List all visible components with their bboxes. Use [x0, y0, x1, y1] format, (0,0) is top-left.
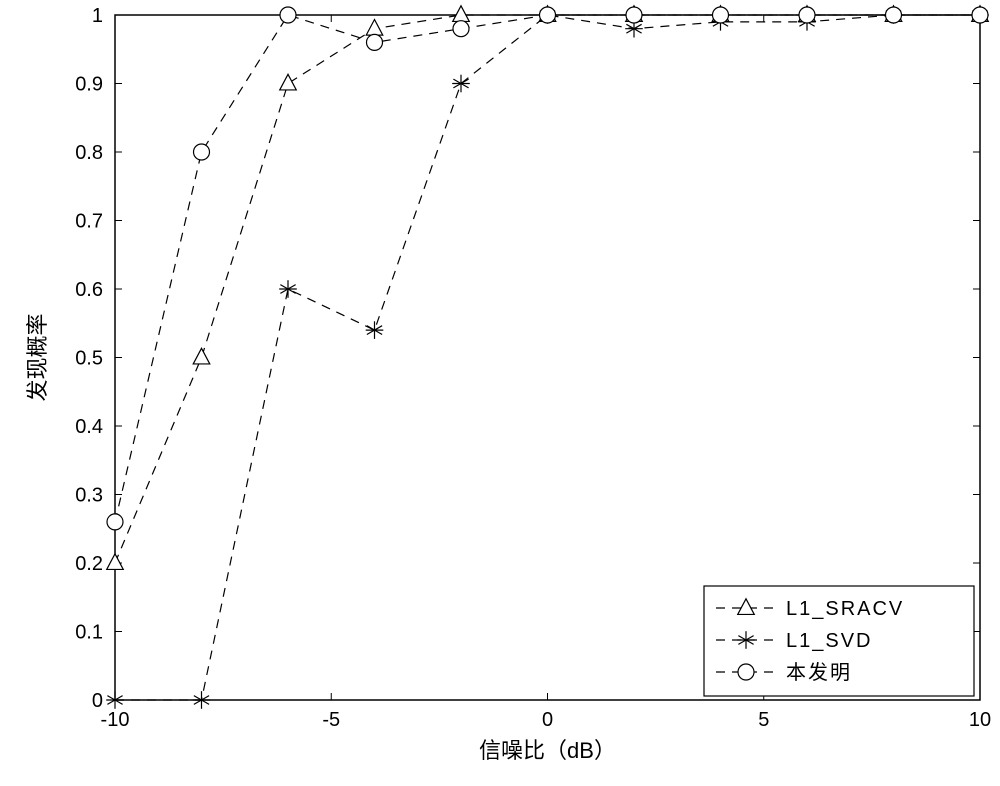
legend-label: L1_SRACV	[786, 598, 904, 620]
x-tick-label: 10	[969, 709, 991, 731]
x-tick-label: -10	[101, 709, 130, 731]
y-tick-label: 0.9	[75, 74, 103, 96]
x-axis-label: 信噪比（dB）	[479, 738, 616, 763]
legend-label: 本发明	[786, 661, 852, 684]
legend: L1_SRACV L1_SVD 本发明	[704, 586, 974, 696]
y-tick-label: 0.1	[75, 622, 103, 644]
y-tick-label: 0.2	[75, 553, 103, 575]
line-chart: -10 -5 0 5 10 0 0.1 0.2 0.3 0.4 0.5 0.6 0.7 0.8 0.9 1 信噪…	[0, 0, 1000, 786]
x-tick-label: 0	[542, 709, 553, 731]
y-tick-label: 0.8	[75, 142, 103, 164]
x-tick-label: -5	[322, 709, 340, 731]
x-tick-label: 5	[758, 709, 769, 731]
y-axis-label: 发现概率	[25, 313, 50, 401]
y-tick-label: 0.5	[75, 348, 103, 370]
y-tick-label: 0.6	[75, 279, 103, 301]
chart-container: -10 -5 0 5 10 0 0.1 0.2 0.3 0.4 0.5 0.6 0.7 0.8 0.9 1 信噪…	[0, 0, 1000, 786]
y-tick-label: 0.3	[75, 485, 103, 507]
y-tick-label: 0.7	[75, 211, 103, 233]
y-tick-label: 0.4	[75, 416, 103, 438]
y-tick-label: 0	[92, 690, 103, 712]
y-tick-label: 1	[92, 5, 103, 27]
legend-label: L1_SVD	[786, 630, 873, 652]
